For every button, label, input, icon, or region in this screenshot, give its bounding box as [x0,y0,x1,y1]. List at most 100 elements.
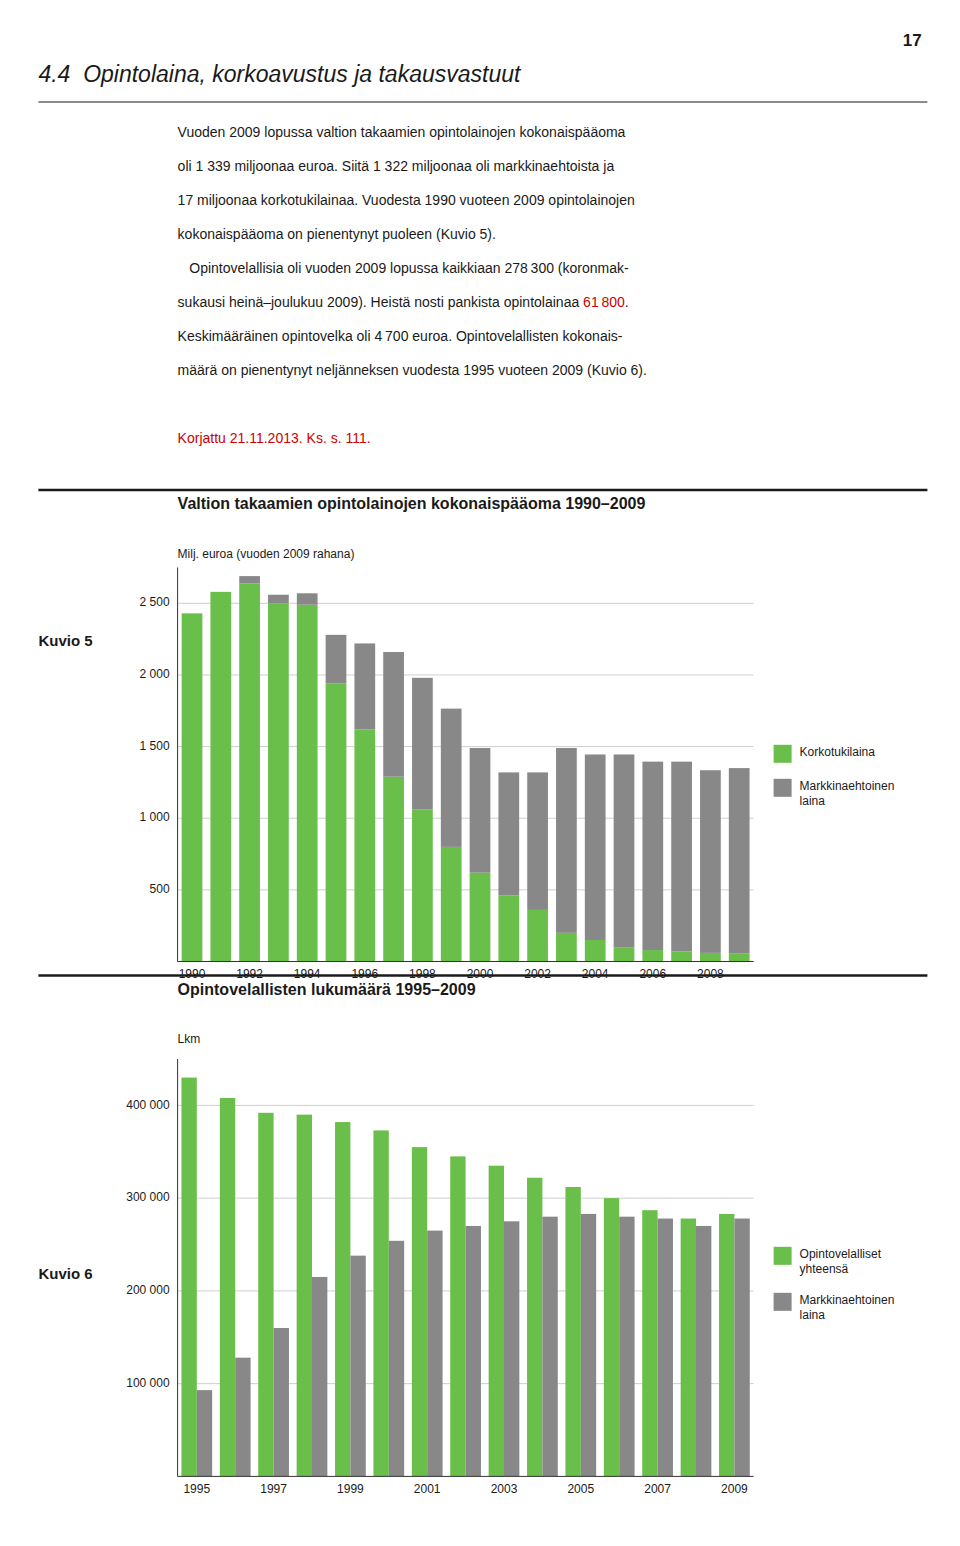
section-separator [38,974,927,977]
y-tick-label: 400 000 [126,1098,170,1112]
bar [181,1078,196,1477]
y-axis-line [177,1059,178,1476]
x-axis-line [178,961,754,962]
bar-segment [498,772,519,895]
bar-segment [383,777,404,962]
body-text-segment: . [625,294,629,310]
legend-label-line: Korkotukilaina [800,745,876,759]
x-tick-label: 1995 [183,1482,210,1496]
bar [258,1113,273,1477]
legend-swatch [774,1247,792,1265]
bar-segment [268,603,289,961]
body-text-highlight: 61 800 [583,294,625,310]
y-tick-label: 300 000 [126,1190,170,1204]
figure-label: Kuvio 5 [38,632,92,649]
bar [527,1178,542,1477]
bar-segment [585,754,606,940]
body-text: Opintovelallisia oli vuoden 2009 lopussa… [178,260,629,276]
grid-line [178,603,754,604]
bar [604,1198,619,1476]
body-text: oli 1 339 miljoonaa euroa. Siitä 1 322 m… [178,158,615,174]
bars [182,576,750,961]
bar [681,1219,696,1477]
bar-segment [671,951,692,961]
y-axis-label: Milj. euroa (vuoden 2009 rahana) [178,547,355,561]
x-tick-label: 2001 [414,1482,441,1496]
bar [427,1231,442,1477]
body-text-segment: sukausi heinä–joulukuu 2009). Heistä nos… [178,294,583,310]
chart-title: Opintovelallisten lukumäärä 1995–2009 [178,981,476,998]
bar-segment [671,762,692,952]
bar [335,1122,350,1476]
bar [565,1187,580,1476]
grid-line [178,889,754,890]
bar-segment [239,583,260,961]
bar [350,1256,365,1477]
x-tick-label: 2005 [567,1482,594,1496]
bar-segment [354,729,375,961]
bar-segment [585,940,606,961]
legend-label: Markkinaehtoinenlaina [800,779,895,808]
bar-segment [210,591,231,592]
bar-segment [729,954,750,962]
bar [297,1115,312,1477]
y-axis-label: Lkm [178,1032,201,1046]
bar-segment [527,910,548,962]
bar [734,1219,749,1477]
x-tick-label: 2003 [491,1482,518,1496]
bar-segment [614,754,635,947]
chart: Valtion takaamien opintolainojen kokonai… [38,490,927,981]
bar-segment [642,950,663,961]
bar-segment [614,947,635,961]
bar-segment [556,748,577,933]
legend-label: Markkinaehtoinenlaina [800,1293,895,1322]
bar [504,1221,519,1476]
body-text: kokonaispääoma on pienentynyt puoleen (K… [178,226,496,242]
bar [466,1226,481,1476]
bar [312,1277,327,1476]
legend-label-line: Markkinaehtoinen [800,1293,895,1307]
bar [235,1358,250,1477]
bar-segment [441,847,462,962]
bar-segment [642,762,663,950]
bar-segment [239,576,260,583]
bar [220,1098,235,1476]
y-tick-label: 500 [150,882,170,896]
figure-label: Kuvio 6 [38,1265,92,1282]
grid-line [178,1105,754,1106]
bar [696,1226,711,1476]
bar-segment [412,678,433,810]
bar-segment [441,709,462,847]
bar-segment [498,896,519,962]
bars [181,1078,749,1477]
y-tick-label: 2 500 [140,595,170,609]
bar-segment [700,770,721,953]
legend-label-line: Markkinaehtoinen [800,779,895,793]
bar-segment [182,613,203,961]
y-tick-label: 1 000 [140,810,170,824]
bar [389,1241,404,1477]
bar-segment [527,772,548,910]
bar [581,1214,596,1476]
bar-segment [268,595,289,604]
legend-label-line: laina [800,1308,826,1322]
y-tick-label: 200 000 [126,1283,170,1297]
bar-segment [354,643,375,729]
body-text: määrä on pienentynyt neljänneksen vuodes… [178,362,647,378]
bar-segment [470,873,491,962]
legend-label: Korkotukilaina [800,745,876,759]
bar [642,1210,657,1476]
bar [373,1130,388,1476]
bar [450,1156,465,1476]
page: 174.4 Opintolaina, korkoavustus ja takau… [0,0,960,1546]
legend-swatch [774,1293,792,1311]
bar-segment [182,613,203,614]
bar-segment [326,684,347,962]
bar-segment [297,605,318,962]
bar [489,1166,504,1477]
x-tick-label: 2007 [644,1482,671,1496]
x-tick-label: 1999 [337,1482,364,1496]
legend-swatch [774,779,792,797]
legend: OpintovelallisetyhteensäMarkkinaehtoinen… [774,1247,895,1322]
y-tick-label: 100 000 [126,1376,170,1390]
